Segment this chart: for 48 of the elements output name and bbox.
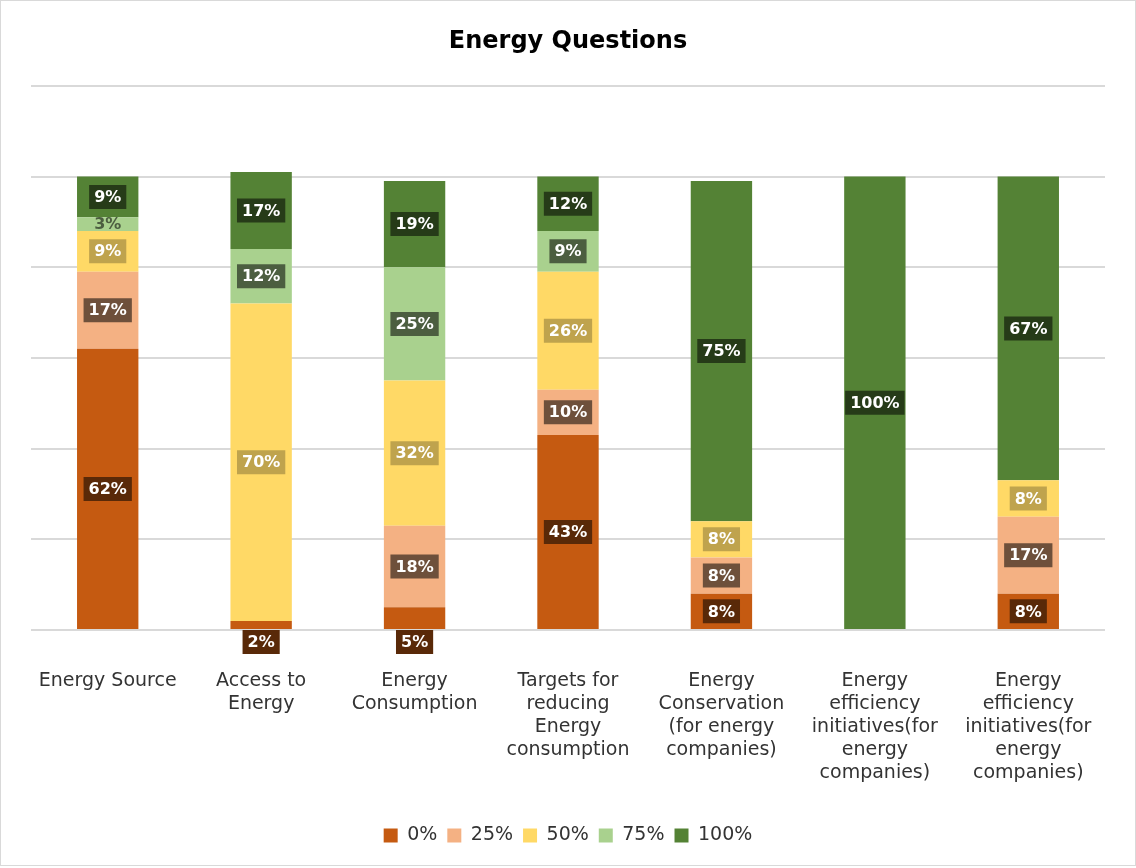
bar: [690, 181, 753, 522]
bar: [383, 380, 446, 526]
legend-label: 0%: [407, 822, 438, 845]
data-label: 70%: [241, 452, 281, 472]
legend-label: 75%: [622, 822, 665, 845]
bar: [230, 303, 292, 621]
data-label: 8%: [1014, 601, 1042, 621]
data-label: 3%: [94, 214, 122, 234]
bar: [77, 348, 139, 629]
data-label: 9%: [554, 241, 582, 261]
legend-label: 50%: [546, 822, 589, 845]
data-label: 17%: [88, 300, 127, 320]
x-tick-label: Energy Conservation (for energy companies): [658, 668, 785, 759]
x-tick-label: Energy Consumption: [351, 668, 478, 714]
data-label: 62%: [88, 479, 127, 499]
data-label: 67%: [1009, 318, 1048, 338]
data-label: 8%: [707, 529, 736, 549]
x-tick-label: Energy efficiency initiatives(for energy companies): [811, 668, 939, 782]
x-tick-label: Energy Source: [38, 668, 177, 691]
legend-label: 100%: [698, 822, 753, 845]
data-label: 43%: [548, 522, 588, 542]
data-label: 9%: [94, 241, 122, 261]
bar: [537, 435, 599, 629]
data-label: 12%: [241, 266, 281, 286]
bar: [844, 176, 906, 629]
x-tick-label: Access to Energy: [216, 668, 307, 714]
data-label: 2%: [247, 632, 275, 652]
data-label: 10%: [548, 402, 588, 422]
legend-label: 25%: [470, 822, 514, 845]
data-label: 8%: [707, 565, 736, 585]
data-label: 25%: [395, 314, 434, 334]
data-label: 75%: [702, 341, 741, 361]
data-label: 100%: [850, 392, 900, 412]
data-label: 9%: [94, 187, 122, 207]
data-label: 8%: [707, 601, 736, 621]
data-label: 12%: [548, 193, 588, 213]
data-label: 8%: [1014, 488, 1042, 508]
x-tick-label: Energy efficiency initiatives(for energy companies): [965, 668, 1092, 782]
bar: [997, 176, 1059, 481]
data-label: 5%: [400, 632, 429, 652]
chart-title: Energy Questions: [448, 25, 688, 54]
data-label: 32%: [395, 443, 434, 463]
data-label: 26%: [548, 320, 588, 340]
data-label: 19%: [395, 214, 434, 234]
data-label: 18%: [395, 556, 434, 576]
data-label: 17%: [1009, 545, 1048, 565]
data-label: 17%: [241, 200, 281, 220]
x-tick-label: Targets for reducing Energy consumption: [506, 668, 630, 759]
